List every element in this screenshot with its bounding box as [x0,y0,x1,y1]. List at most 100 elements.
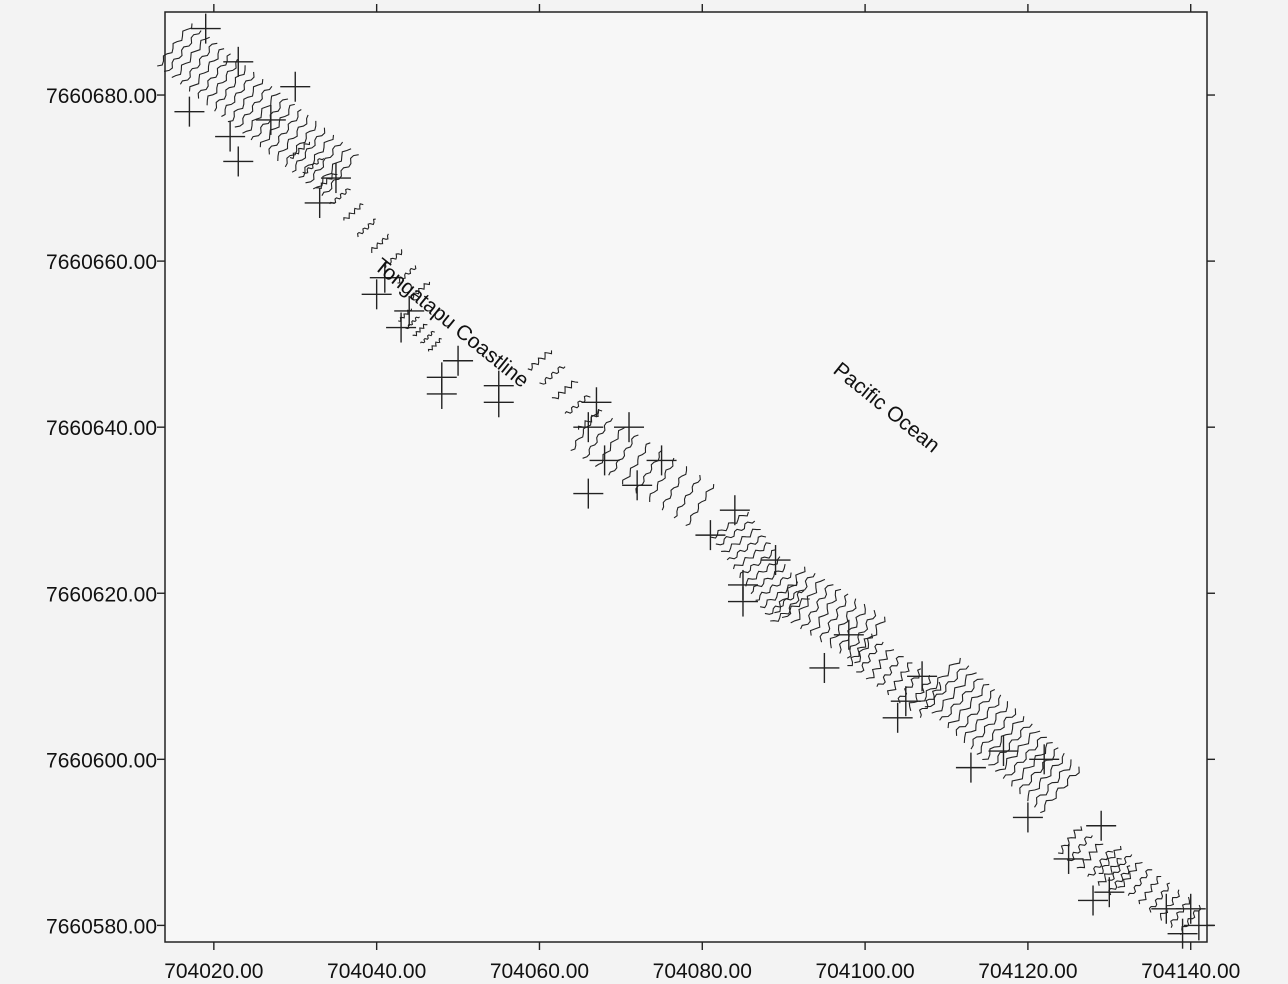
contour-line [726,535,767,561]
contour-line [721,528,761,553]
contour-line [1127,869,1153,896]
contour-line [982,716,1025,761]
contour-line [846,609,877,659]
contour-line [163,30,202,72]
contour-line [781,573,816,619]
contour-line [1019,747,1059,795]
contour-line [570,409,600,452]
contour-line [809,588,842,636]
contour-line [1058,826,1083,855]
contour-line [970,701,1009,750]
contour-line [157,23,193,67]
y-tick-label: 7660660.00 [46,251,157,274]
contour-line [649,457,675,502]
y-tick-label: 7660580.00 [46,915,157,938]
contour-line [710,511,749,539]
contour-line [1159,889,1180,921]
contour-line [608,434,639,476]
contour-line [259,103,295,148]
contour-line [234,85,273,128]
x-tick-label: 704080.00 [653,960,752,983]
contour-line [582,417,613,459]
contour-line [819,593,849,643]
contour-line [755,572,792,601]
contour-line [206,58,238,106]
y-tick-label: 7660680.00 [46,85,157,108]
contour-line [171,36,210,78]
x-tick-label: 704020.00 [164,960,263,983]
contour-line [384,249,403,269]
contour-line [527,350,553,371]
contour-line [188,48,225,92]
contour-line [268,109,302,155]
contour-line [931,672,977,714]
contour-line [277,114,309,162]
contour-line [1040,766,1080,814]
contour-line [1108,865,1131,896]
contour-line [221,71,255,117]
contour-line [1170,896,1190,928]
contour-line [876,656,904,687]
survey-markers [174,13,1214,949]
contour-line [685,484,715,527]
contour-line [289,141,311,160]
contour-line [963,694,1002,744]
contour-line [321,154,359,196]
contour-line [988,723,1033,766]
contour-line [312,148,352,190]
contour-line [918,657,961,702]
contour-line [1087,850,1114,877]
contour-line [1066,835,1093,862]
contour-line [551,380,579,400]
contour-line [412,323,428,337]
contour-line [622,442,651,485]
y-tick-label: 7660600.00 [46,749,157,772]
contour-line [397,265,417,284]
contour-line [371,233,389,254]
contour-line [1138,875,1162,905]
contour-line [357,218,376,238]
contour-line [1027,752,1065,802]
contour-line [774,566,806,614]
x-tick-label: 704040.00 [327,960,426,983]
contour-line [594,426,627,467]
x-tick-label: 704060.00 [490,960,589,983]
contour-line [976,708,1017,755]
contour-line [227,79,264,123]
contour-line [1034,759,1072,808]
contour-line [829,598,857,649]
contour-line [865,649,895,680]
contour-line [1076,843,1104,869]
contour-line [1002,736,1047,779]
contour-line [1097,857,1122,886]
contour-line [284,120,317,168]
contour-line [214,65,246,112]
contour-line [939,678,984,721]
contour-line [315,173,338,190]
contour-line [759,581,799,609]
y-tick-label: 7660640.00 [46,417,157,440]
contour-line [1117,861,1143,889]
contour-line [298,134,335,178]
contour-line [764,590,805,615]
contour-line [420,330,435,344]
contour-line [790,578,826,624]
contour-line [750,563,786,595]
contour-line [838,603,866,654]
x-tick-label: 704120.00 [978,960,1077,983]
contour-line [291,127,326,173]
contour-line [242,92,281,134]
contour-line [427,337,442,352]
x-axis: 704020.00 704040.00 704060.00 704080.00 7041… [164,4,1240,983]
contour-line [179,42,218,85]
contour-line [1011,742,1053,787]
contour-line [409,281,431,300]
contour-line [918,681,942,718]
contour-line [673,474,701,519]
contour-line [1148,882,1171,913]
x-tick-label: 704100.00 [815,960,914,983]
contour-line [302,158,325,174]
contour-line [908,674,932,712]
contour-line [955,689,996,736]
